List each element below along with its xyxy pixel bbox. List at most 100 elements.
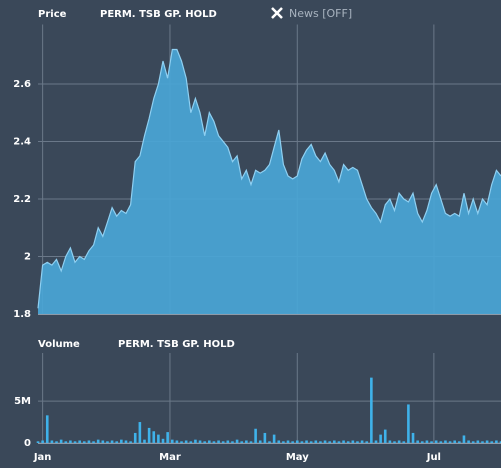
volume-bar xyxy=(147,427,151,443)
volume-bar xyxy=(194,439,197,443)
volume-bar xyxy=(300,441,304,443)
volume-bar xyxy=(212,441,216,443)
volume-bar xyxy=(166,432,169,443)
volume-bar xyxy=(115,441,119,443)
volume-bar xyxy=(45,415,49,443)
volume-bar xyxy=(342,440,345,443)
volume-bar xyxy=(458,441,461,443)
volume-bar xyxy=(467,440,470,443)
volume-bar xyxy=(249,441,253,443)
volume-bar xyxy=(226,440,230,443)
volume-bar xyxy=(120,439,123,443)
volume-bar xyxy=(481,441,484,443)
volume-bar xyxy=(476,440,480,443)
volume-bar xyxy=(73,441,77,443)
volume-bar xyxy=(393,441,396,443)
volume-bar xyxy=(189,441,193,443)
y-tick-label: 2 xyxy=(24,252,31,263)
volume-bar xyxy=(152,431,156,443)
volume-bar xyxy=(129,441,132,443)
volume-bar xyxy=(379,434,382,443)
volume-bar xyxy=(55,441,58,443)
volume-bar xyxy=(240,441,244,443)
y-tick-label: 5M xyxy=(14,396,31,407)
volume-bar xyxy=(170,439,174,443)
volume-bar xyxy=(217,440,220,443)
price-line xyxy=(37,48,501,309)
volume-bar xyxy=(106,441,109,443)
y-tick-label: 2.6 xyxy=(13,79,31,90)
volume-bar xyxy=(374,440,378,443)
volume-bar xyxy=(370,377,373,443)
volume-bar xyxy=(471,441,475,443)
volume-bar xyxy=(360,440,364,443)
volume-bar xyxy=(208,440,211,443)
x-tick-label: May xyxy=(286,452,309,463)
volume-bar xyxy=(305,440,308,443)
x-tick-label: Jan xyxy=(33,452,52,463)
volume-bar xyxy=(319,441,322,443)
volume-bar xyxy=(351,440,355,443)
volume-bar xyxy=(346,441,350,443)
volume-bar xyxy=(87,440,91,443)
volume-bar xyxy=(448,441,452,443)
volume-bar xyxy=(309,441,313,443)
volume-bar xyxy=(365,441,369,443)
volume-bar xyxy=(499,441,501,443)
volume-bar xyxy=(101,440,105,443)
volume-bar xyxy=(254,428,257,443)
volume-bar xyxy=(444,440,447,443)
volume-bar xyxy=(78,440,81,443)
volume-bar xyxy=(383,429,387,443)
volume-bar xyxy=(333,440,336,443)
y-tick-label: 0 xyxy=(24,438,31,449)
volume-bar xyxy=(411,432,415,443)
price-title: Price xyxy=(38,9,67,20)
volume-bar xyxy=(36,441,40,443)
volume-bar xyxy=(291,441,294,443)
y-tick-label: 1.8 xyxy=(13,309,31,320)
volume-bar xyxy=(64,441,68,443)
volume-bar xyxy=(157,434,160,443)
x-tick-label: Jul xyxy=(426,452,441,463)
x-tick-label: Mar xyxy=(159,452,181,463)
volume-bar xyxy=(490,441,494,443)
volume-bar xyxy=(286,440,290,443)
volume-bar xyxy=(439,441,443,443)
close-icon[interactable] xyxy=(271,7,283,19)
price-ticker: PERM. TSB GP. HOLD xyxy=(100,9,217,20)
volume-bar xyxy=(138,422,142,443)
volume-bar xyxy=(314,440,318,443)
volume-bar xyxy=(83,441,86,443)
volume-bar xyxy=(50,440,54,443)
volume-bar xyxy=(485,440,489,443)
news-toggle[interactable]: News [OFF] xyxy=(271,7,352,20)
volume-bar xyxy=(272,434,276,443)
volume-bar xyxy=(420,441,424,443)
news-label[interactable]: News [OFF] xyxy=(289,7,352,20)
volume-bar xyxy=(69,440,72,443)
volume-bar xyxy=(110,440,114,443)
volume-ticker: PERM. TSB GP. HOLD xyxy=(118,339,235,350)
volume-bar xyxy=(295,440,299,443)
volume-bar xyxy=(416,440,419,443)
volume-bar xyxy=(221,441,225,443)
price-area xyxy=(38,49,501,314)
volume-bar xyxy=(161,438,165,443)
volume-bar xyxy=(41,440,44,443)
volume-bar xyxy=(328,441,331,443)
volume-bar xyxy=(133,432,137,443)
volume-bar xyxy=(425,440,429,443)
volume-bar xyxy=(180,441,183,443)
volume-bar xyxy=(231,441,234,443)
volume-bar xyxy=(277,440,281,443)
volume-bar xyxy=(434,440,438,443)
y-tick-label: 2.2 xyxy=(13,194,31,205)
volume-bar xyxy=(143,439,146,443)
volume-bar xyxy=(245,440,248,443)
y-tick-label: 2.4 xyxy=(13,137,31,148)
volume-bar xyxy=(495,440,498,443)
volume-bar xyxy=(96,439,100,443)
